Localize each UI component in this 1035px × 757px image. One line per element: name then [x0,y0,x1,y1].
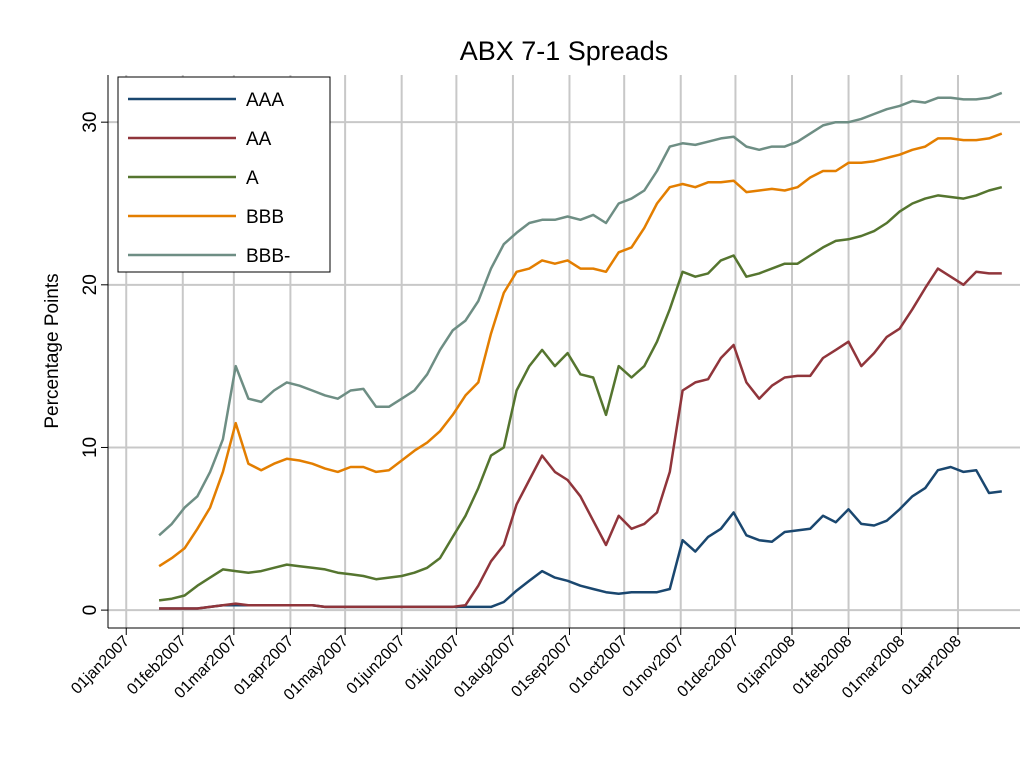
series-line [158,132,1003,568]
y-tick-label: 20 [80,274,101,295]
legend-box [117,76,331,273]
series-line [159,267,1002,610]
legend-label: AA [246,129,272,150]
y-axis-label: Percentage Points [42,273,63,428]
y-tick-label: 10 [80,437,101,458]
y-tick-label: 30 [80,112,101,133]
legend-label: BBB [246,207,284,228]
legend-label: BBB- [246,246,290,267]
chart-title: ABX 7-1 Spreads [460,36,669,66]
series-line [158,91,1003,537]
legend-label: AAA [246,90,284,111]
legend-label: A [246,168,259,189]
y-tick-label: 0 [80,605,101,616]
series-line [158,185,1003,602]
